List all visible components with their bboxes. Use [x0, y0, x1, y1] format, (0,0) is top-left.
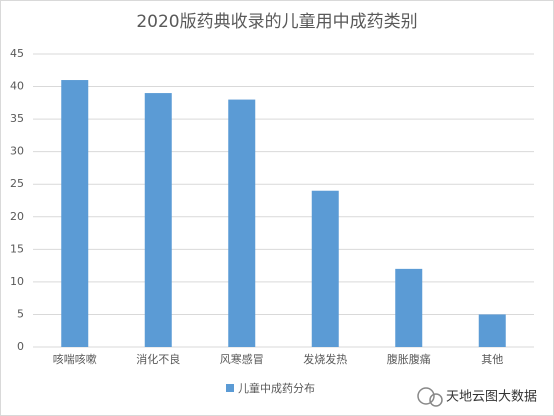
bar [144, 93, 172, 347]
x-tick-label: 其他 [481, 353, 503, 366]
legend-swatch [226, 384, 234, 392]
x-tick-label: 消化不良 [136, 352, 180, 366]
y-tick-label: 10 [10, 275, 24, 288]
chart-title: 2020版药典收录的儿童用中成药类别 [136, 12, 417, 32]
watermark-icon [417, 387, 443, 407]
watermark: 天地云图大数据 [446, 390, 537, 405]
bar [395, 268, 423, 347]
x-tick-label: 发烧发热 [303, 352, 347, 366]
y-tick-label: 25 [10, 177, 24, 190]
y-tick-label: 40 [10, 80, 24, 93]
y-tick-label: 45 [10, 47, 24, 60]
legend-label: 儿童中成药分布 [238, 381, 315, 395]
bar [61, 80, 89, 348]
y-tick-label: 35 [10, 112, 24, 125]
bar [478, 314, 506, 347]
y-tick-label: 20 [10, 210, 24, 223]
x-tick-label: 风寒感冒 [220, 352, 264, 366]
x-tick-label: 咳喘咳嗽 [53, 352, 97, 366]
y-tick-label: 30 [10, 145, 24, 158]
bar [228, 99, 256, 347]
y-tick-label: 5 [17, 307, 24, 320]
y-tick-label: 15 [10, 242, 24, 255]
y-tick-label: 0 [17, 340, 24, 353]
bar [311, 190, 339, 347]
x-tick-label: 腹胀腹痛 [387, 352, 431, 366]
